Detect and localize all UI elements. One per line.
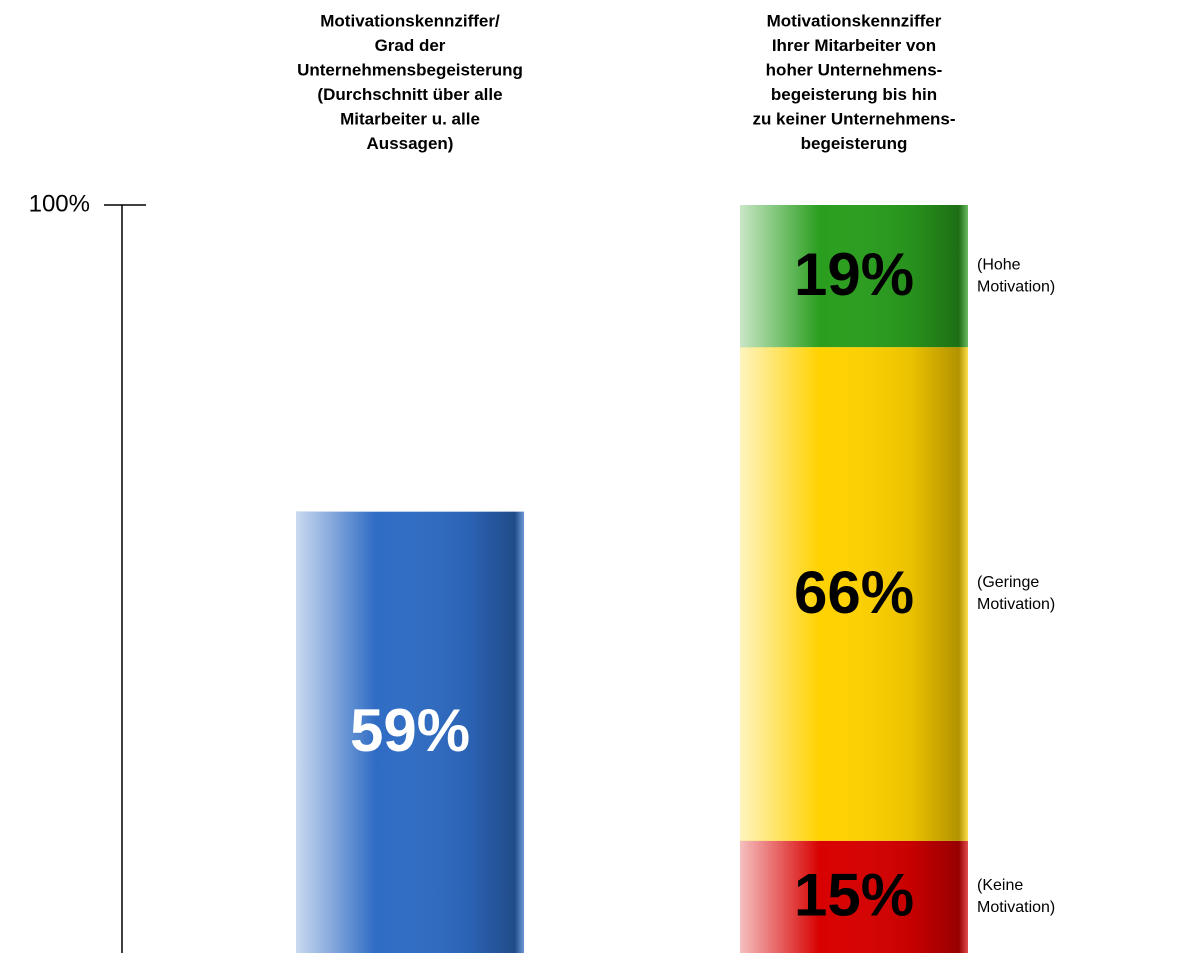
value-label: 19% xyxy=(794,241,914,308)
column-title: Ihrer Mitarbeiter von xyxy=(772,36,936,55)
y-tick-label: 100% xyxy=(29,190,90,217)
legend-label: (Hohe xyxy=(977,256,1021,273)
bar-sheen xyxy=(740,840,968,953)
column-title: hoher Unternehmens- xyxy=(766,60,943,79)
bar-sheen xyxy=(296,511,524,953)
value-label: 15% xyxy=(794,862,914,929)
column-title: begeisterung bis hin xyxy=(771,85,937,104)
column-title: (Durchschnitt über alle xyxy=(317,85,502,104)
value-label: 59% xyxy=(350,697,470,764)
legend-label: Motivation) xyxy=(977,596,1055,613)
value-label: 66% xyxy=(794,559,914,626)
column-title: Motivationskennziffer xyxy=(767,11,942,30)
legend-label: Motivation) xyxy=(977,899,1055,916)
column-title: zu keiner Unternehmens- xyxy=(752,109,955,128)
column-title: Mitarbeiter u. alle xyxy=(340,109,480,128)
bar-sheen xyxy=(740,347,968,841)
column-title: Aussagen) xyxy=(367,134,454,153)
legend-label: (Keine xyxy=(977,877,1023,894)
bar-sheen xyxy=(740,205,968,348)
legend-label: Motivation) xyxy=(977,278,1055,295)
legend-label: (Geringe xyxy=(977,574,1039,591)
column-title: begeisterung xyxy=(801,134,908,153)
column-title: Unternehmensbegeisterung xyxy=(297,60,523,79)
column-title: Grad der xyxy=(375,36,446,55)
column-title: Motivationskennziffer/ xyxy=(320,11,500,30)
